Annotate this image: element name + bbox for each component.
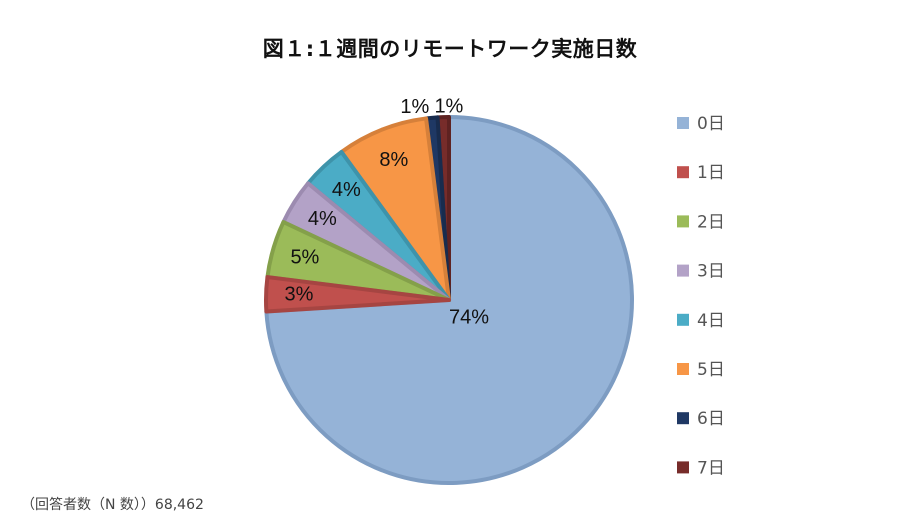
legend-swatch [677, 117, 689, 129]
legend-item-2日: 2日 [677, 212, 725, 232]
legend-swatch [677, 412, 689, 425]
legend-swatch [677, 166, 689, 179]
legend-label: 3日 [697, 262, 725, 282]
data-label-5日: 8% [379, 149, 408, 171]
legend-label: 5日 [697, 360, 725, 380]
legend-swatch [677, 363, 689, 375]
legend-swatch [677, 215, 689, 228]
legend-label: 0日 [697, 114, 725, 134]
legend-swatch [677, 264, 689, 277]
legend-item-6日: 6日 [677, 409, 725, 429]
pie-slice-1日 [264, 275, 451, 314]
data-label-0日: 74% [449, 306, 489, 328]
data-label-4日: 4% [332, 179, 361, 201]
legend-label: 6日 [697, 409, 725, 429]
legend-swatch [677, 461, 689, 474]
legend-item-7日: 7日 [677, 458, 725, 478]
respondent-count-note: （回答者数（N 数））68,462 [21, 497, 204, 513]
legend-label: 2日 [697, 212, 725, 232]
legend-item-3日: 3日 [677, 262, 725, 282]
data-label-1日: 3% [285, 284, 314, 306]
data-label-2日: 5% [290, 246, 319, 268]
data-label-7日: 1% [434, 95, 463, 117]
chart-title: 図１:１週間のリモートワーク実施日数 [262, 37, 638, 61]
legend-item-0日: 0日 [677, 114, 725, 134]
legend-item-4日: 4日 [677, 311, 725, 331]
legend-item-1日: 1日 [677, 163, 725, 183]
legend-label: 1日 [697, 163, 725, 183]
legend-label: 7日 [697, 458, 725, 478]
legend-swatch [677, 313, 689, 326]
data-label-6日: 1% [400, 96, 429, 118]
data-label-3日: 4% [308, 208, 337, 230]
legend-label: 4日 [697, 311, 725, 331]
legend-item-5日: 5日 [677, 360, 725, 380]
